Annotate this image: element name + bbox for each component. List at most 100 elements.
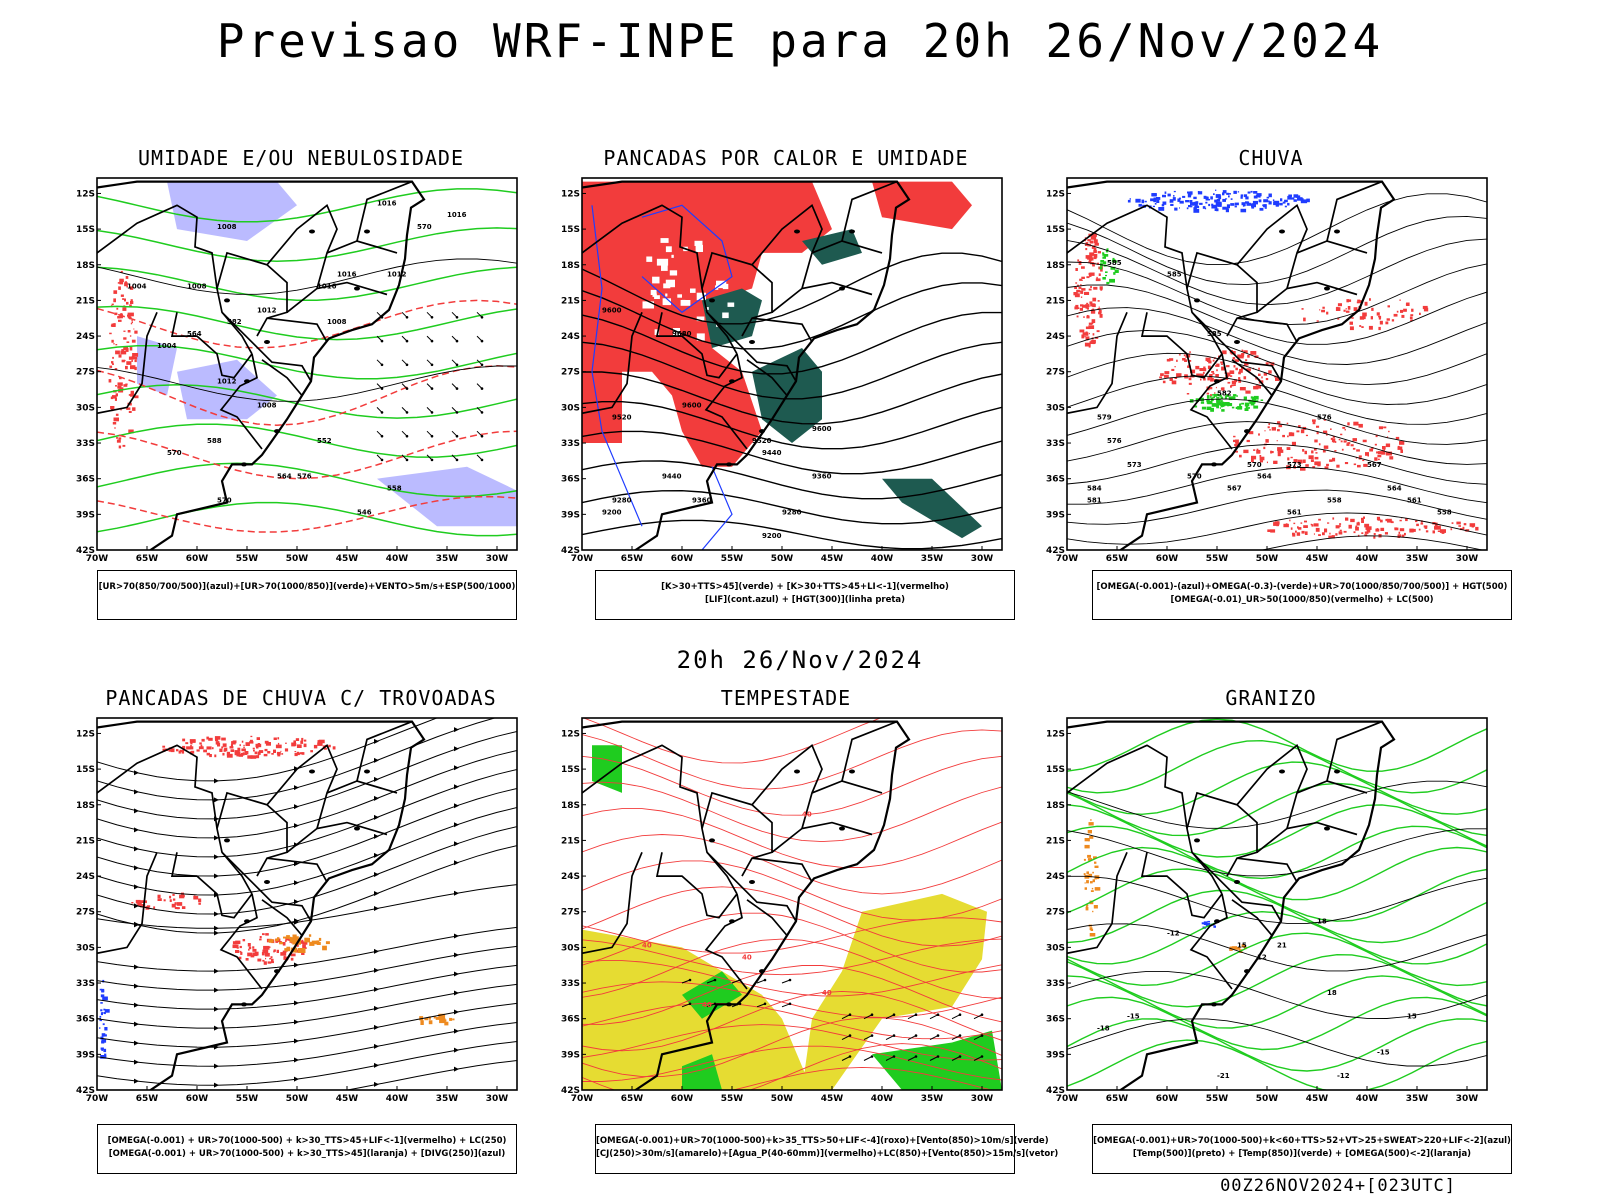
red-cell — [1097, 300, 1100, 302]
tick-label-lon: 70W — [86, 1094, 109, 1104]
blue-cell — [104, 1027, 108, 1031]
contour-label: -12 — [1167, 930, 1180, 938]
green-cell — [1222, 401, 1225, 404]
red-cell — [1349, 321, 1353, 325]
temp850-contour — [1067, 996, 1487, 1051]
blue-cell — [1179, 200, 1184, 204]
red-cell — [1086, 307, 1089, 310]
red-cell — [264, 740, 269, 744]
height-contour — [582, 430, 1002, 475]
red-cell — [1258, 373, 1261, 376]
red-cell — [1093, 250, 1097, 254]
blue-cell — [1135, 198, 1141, 203]
tick-label-lon: 70W — [571, 554, 594, 564]
wind-vector — [863, 1035, 873, 1041]
red-cell — [1353, 421, 1359, 426]
map-svg: 9600968096009520944093609280920094409360… — [561, 177, 1003, 564]
red-cell — [1343, 309, 1346, 312]
red-cell — [284, 940, 287, 942]
contour-label: 40 — [642, 941, 652, 949]
white-gap — [696, 292, 706, 301]
streamline-arrow — [374, 795, 379, 801]
red-cell — [1353, 307, 1358, 312]
tick-label-lon: 60W — [186, 554, 209, 564]
blue-cell — [1263, 199, 1269, 203]
red-cell — [248, 946, 252, 950]
hgt-contour — [1067, 193, 1487, 265]
red-cell — [247, 755, 253, 759]
state-border — [221, 851, 312, 922]
orange-cell — [1086, 904, 1089, 907]
wind-vector — [841, 1035, 851, 1041]
red-cell — [1282, 434, 1285, 438]
blue-cell — [1153, 197, 1157, 201]
red-cell — [130, 390, 134, 395]
pressure-contour — [97, 365, 517, 402]
state-border — [582, 851, 643, 955]
red-cell — [1081, 266, 1085, 269]
wind-arrow — [405, 363, 409, 367]
wind-vector — [731, 979, 741, 984]
streamline-arrow — [374, 967, 379, 973]
orange-cell — [1088, 822, 1094, 826]
red-cell — [134, 395, 139, 399]
blue-cell — [1250, 190, 1253, 193]
blue-cell — [1290, 197, 1295, 200]
temp500-contour — [1067, 923, 1487, 972]
red-cell — [1338, 531, 1343, 535]
lake — [1244, 969, 1250, 974]
red-cell — [1410, 319, 1413, 322]
contour-label: 585 — [1107, 259, 1122, 267]
blue-cell — [1151, 193, 1157, 197]
red-cell — [1290, 456, 1293, 459]
red-cell — [1089, 257, 1094, 261]
orange-cell — [302, 948, 305, 950]
blue-cell — [104, 1011, 106, 1015]
streamline-arrow — [454, 1047, 459, 1053]
red-cell — [1364, 301, 1368, 306]
red-cell — [1399, 528, 1405, 532]
streamline-arrow — [374, 833, 379, 839]
legend-line: [OMEGA(-0.001)+UR>70(1000-500)+k<60+TTS>… — [1093, 1136, 1511, 1146]
red-cell — [1178, 354, 1181, 356]
red-cell — [114, 368, 118, 370]
red-cell — [222, 752, 225, 756]
red-cell — [208, 737, 213, 741]
red-cell — [212, 747, 214, 750]
red-cell — [248, 948, 250, 951]
tick-label-lat: 15S — [1046, 765, 1065, 775]
blue-cell — [1230, 203, 1235, 206]
red-cell — [243, 744, 245, 747]
red-cell — [1270, 362, 1275, 366]
state-border — [1067, 204, 1223, 355]
contour-label: 567 — [1227, 485, 1242, 493]
green-cell — [1201, 406, 1207, 410]
tick-label-lon: 60W — [1156, 1094, 1179, 1104]
red-cell — [1475, 526, 1479, 531]
green-cell — [1212, 394, 1215, 396]
red-cell — [1316, 425, 1320, 428]
state-border — [266, 317, 328, 343]
blue-cell — [1251, 204, 1256, 208]
red-cell — [206, 736, 209, 740]
red-cell — [258, 750, 264, 753]
tick-label-lon: 65W — [621, 1094, 644, 1104]
panel-title: TEMPESTADE — [720, 686, 852, 710]
tick-label-lat: 15S — [76, 225, 95, 235]
red-cell — [1287, 435, 1289, 438]
red-cell — [1362, 459, 1365, 462]
wind-vector — [892, 1034, 896, 1037]
red-cell — [1268, 361, 1271, 364]
blue-cell — [1205, 922, 1211, 927]
red-cell — [1385, 321, 1389, 325]
tick-label-lon: 55W — [236, 1094, 259, 1104]
blue-cell — [1253, 195, 1258, 199]
red-cell — [1385, 451, 1392, 456]
red-cell — [1203, 377, 1206, 381]
red-cell — [270, 956, 273, 959]
streamline — [97, 769, 517, 858]
tick-label-lon: 50W — [1256, 554, 1279, 564]
streamline-arrow — [454, 746, 459, 752]
red-dashed-contour — [97, 365, 517, 426]
tick-label-lon: 50W — [771, 1094, 794, 1104]
